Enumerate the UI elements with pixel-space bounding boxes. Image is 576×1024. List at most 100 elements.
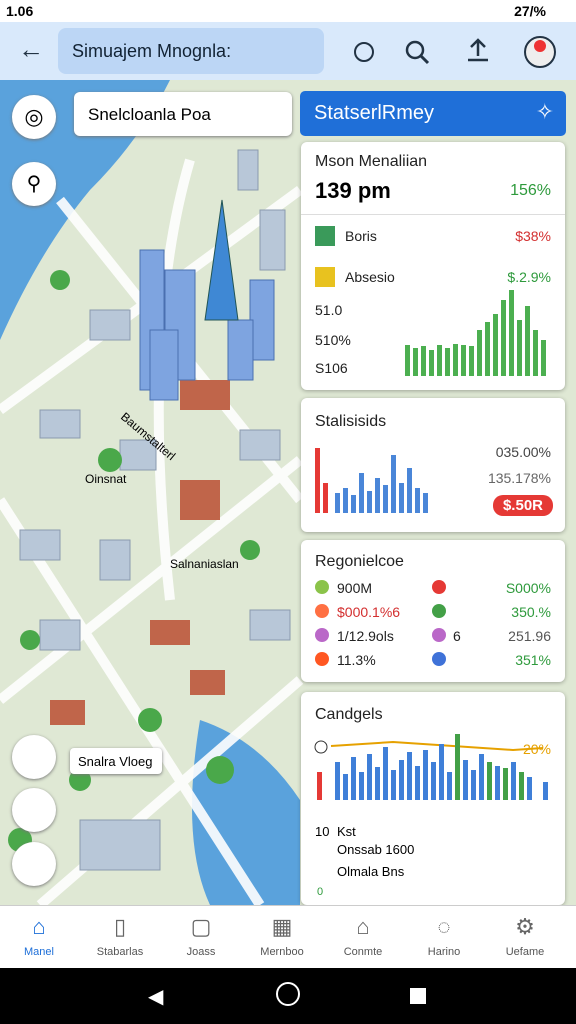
card-title: Candgels (315, 706, 383, 723)
decoration (330, 740, 544, 752)
nav-label[interactable]: Stabarlas (96, 946, 144, 958)
decoration (315, 628, 329, 642)
decoration (119, 439, 157, 471)
decoration (519, 772, 524, 800)
decoration (249, 279, 275, 361)
decoration (351, 757, 356, 800)
decoration (391, 455, 396, 513)
decoration (407, 468, 412, 513)
decoration (180, 380, 230, 410)
status-bar: 1.06 27/% (0, 0, 576, 22)
row-left: $000.1%6 (337, 604, 401, 620)
map-button[interactable] (12, 788, 56, 832)
decoration (276, 982, 300, 1006)
decoration (469, 346, 474, 376)
nav-label[interactable]: Conmte (343, 946, 383, 958)
legend-item: Kst (337, 824, 356, 839)
row-right: 350.% (511, 604, 551, 620)
decoration (541, 340, 546, 376)
decoration (237, 149, 259, 191)
decoration (50, 700, 85, 725)
nav-icon[interactable]: ▯ (113, 914, 127, 939)
decoration (383, 747, 388, 800)
legend-item: Onssab 1600 (337, 842, 415, 857)
decoration (432, 652, 446, 666)
decoration (429, 350, 434, 376)
decoration (503, 768, 508, 800)
search-icon[interactable] (405, 40, 425, 60)
decoration (399, 483, 404, 513)
decoration (421, 346, 426, 376)
decoration (407, 752, 412, 800)
nav-icon[interactable]: ⌂ (356, 914, 370, 939)
card-title: Regonielcoe (315, 553, 404, 570)
nav-label[interactable]: Uefame (505, 946, 545, 958)
summary-card: Mson Menaliian 139 pm 156% Boris $38% Abs… (301, 142, 565, 390)
decoration (432, 604, 446, 618)
region-card: Regonielcoe 900M S000% $000.1%6 350.% 1/12… (301, 540, 565, 682)
battery: 27/% (514, 3, 546, 19)
nav-label[interactable]: Mernboo (260, 946, 304, 958)
decoration (359, 473, 364, 513)
nav-icon[interactable]: ⚙ (515, 914, 535, 939)
decoration (359, 772, 364, 800)
decoration (423, 493, 428, 513)
pin-button[interactable]: ⚲ (12, 162, 56, 206)
nav-label[interactable]: Manel (24, 946, 54, 958)
row-right: 251.96 (508, 628, 551, 644)
decoration (351, 495, 356, 513)
stat-value: 035.00% (495, 444, 551, 460)
decoration (511, 762, 516, 800)
decoration (301, 214, 565, 215)
decoration (432, 628, 446, 642)
decoration (367, 754, 372, 800)
decoration (249, 609, 291, 641)
nav-label[interactable]: Harino (427, 946, 461, 958)
mini-bars (315, 448, 428, 513)
decoration (487, 762, 492, 800)
decoration (314, 740, 328, 754)
card-title: Stalisisids (315, 413, 387, 430)
nav-icon[interactable]: ◌ (437, 914, 451, 939)
map-button[interactable] (12, 735, 56, 779)
decoration (180, 480, 220, 520)
decoration (335, 762, 340, 800)
back-button[interactable]: ← (18, 34, 44, 64)
row-right: 351% (515, 652, 551, 668)
panel-header[interactable]: StatserlRmey ✧ (300, 91, 566, 136)
decoration (477, 330, 482, 376)
decoration (139, 249, 275, 401)
nav-label[interactable]: Joass (186, 946, 216, 958)
panel-title: StatserlRmey (314, 102, 435, 124)
row-value: $38% (515, 228, 551, 244)
system-nav: ◀ (0, 968, 576, 1024)
decoration (461, 345, 466, 376)
decoration (447, 772, 452, 800)
row-label: Absesio (345, 269, 395, 285)
decoration (335, 455, 428, 513)
locate-button[interactable]: ◎ (12, 95, 56, 139)
mini-bars (405, 290, 546, 376)
decoration (0, 456, 304, 704)
decoration (204, 199, 239, 321)
nav-icon[interactable]: ▢ (190, 914, 212, 939)
nav-icon[interactable]: ▦ (271, 914, 293, 939)
icon[interactable] (354, 42, 374, 62)
map-callout: Snalra Vloeg (70, 748, 162, 774)
decoration (19, 149, 291, 871)
decoration (375, 767, 380, 800)
decoration (527, 777, 532, 800)
decoration (495, 766, 500, 800)
statistics-card: Stalisisids 035.00% 135.178% $.50R (301, 398, 565, 532)
share-icon[interactable] (468, 38, 488, 62)
decoration (415, 488, 420, 513)
decoration (463, 760, 468, 800)
row-mid: 6 (453, 628, 461, 644)
map-button[interactable] (12, 842, 56, 886)
decoration (405, 290, 546, 376)
app-bar: ← Simuajem Mnognla: (0, 22, 576, 80)
decoration (335, 744, 548, 800)
search-field[interactable]: Simuajem Mnognla: (58, 28, 324, 74)
nav-icon[interactable]: ⌂ (32, 914, 46, 939)
